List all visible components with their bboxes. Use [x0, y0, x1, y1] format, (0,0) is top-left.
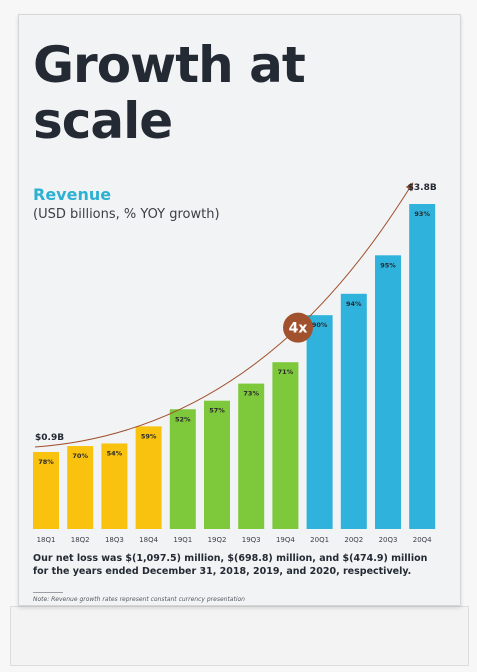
bar-18Q3: [101, 443, 128, 529]
growth-label-18Q3: 54%: [107, 449, 123, 457]
start-value-label: $0.9B: [35, 433, 64, 443]
x-tick-20Q2: 20Q2: [344, 536, 363, 544]
growth-label-19Q1: 52%: [175, 415, 191, 423]
currency-note: Note: Revenue growth rates represent con…: [33, 596, 245, 603]
bar-18Q1: [33, 452, 59, 529]
end-value-label: $3.8B: [408, 183, 437, 193]
x-tick-18Q2: 18Q2: [71, 536, 90, 544]
chart-title: Revenue: [33, 185, 112, 204]
x-tick-19Q4: 19Q4: [276, 536, 295, 544]
bar-19Q4: [272, 362, 299, 529]
bar-20Q2: [340, 293, 367, 529]
bar-19Q3: [238, 383, 265, 529]
multiplier-label: 4x: [289, 321, 308, 337]
growth-label-18Q4: 59%: [141, 432, 157, 440]
bar-20Q1: [306, 315, 333, 529]
growth-label-20Q4: 93%: [414, 210, 430, 218]
growth-label-20Q3: 95%: [380, 261, 396, 269]
growth-label-19Q3: 73%: [243, 390, 259, 398]
bar-19Q1: [169, 409, 196, 529]
bar-18Q4: [135, 426, 162, 529]
x-tick-20Q4: 20Q4: [413, 536, 432, 544]
bar-18Q2: [67, 446, 94, 529]
revenue-bar-chart: 78% 18Q1 70% 18Q2 54% 18Q3 59% 18Q4 52% 19Q1 57% 19…: [33, 182, 437, 544]
x-tick-20Q1: 20Q1: [310, 536, 329, 544]
growth-label-20Q2: 94%: [346, 300, 362, 308]
growth-trend-arrow: [34, 182, 414, 448]
net-loss-footnote: Our net loss was $(1,097.5) million, $(6…: [33, 553, 428, 577]
x-tick-19Q2: 19Q2: [208, 536, 227, 544]
growth-label-19Q4: 71%: [278, 368, 294, 376]
page-title: Growth at scale: [33, 36, 306, 150]
growth-label-18Q1: 78%: [38, 458, 54, 466]
growth-label-18Q2: 70%: [72, 452, 88, 460]
x-tick-19Q3: 19Q3: [242, 536, 261, 544]
bar-19Q2: [204, 400, 230, 529]
x-tick-18Q4: 18Q4: [139, 536, 158, 544]
note-divider: [33, 592, 63, 593]
x-tick-18Q1: 18Q1: [37, 536, 56, 544]
growth-label-19Q2: 57%: [209, 407, 225, 415]
bottom-strip: [10, 606, 469, 666]
slide-card: Growth at scale Revenue (USD billions, %…: [18, 14, 461, 606]
multiplier-badge: [283, 312, 314, 343]
bar-20Q3: [375, 255, 401, 529]
x-tick-19Q1: 19Q1: [173, 536, 192, 544]
x-tick-20Q3: 20Q3: [379, 536, 398, 544]
growth-label-20Q1: 90%: [312, 321, 328, 329]
bar-20Q4: [409, 204, 436, 529]
x-tick-18Q3: 18Q3: [105, 536, 124, 544]
chart-subtitle: (USD billions, % YOY growth): [33, 207, 220, 222]
